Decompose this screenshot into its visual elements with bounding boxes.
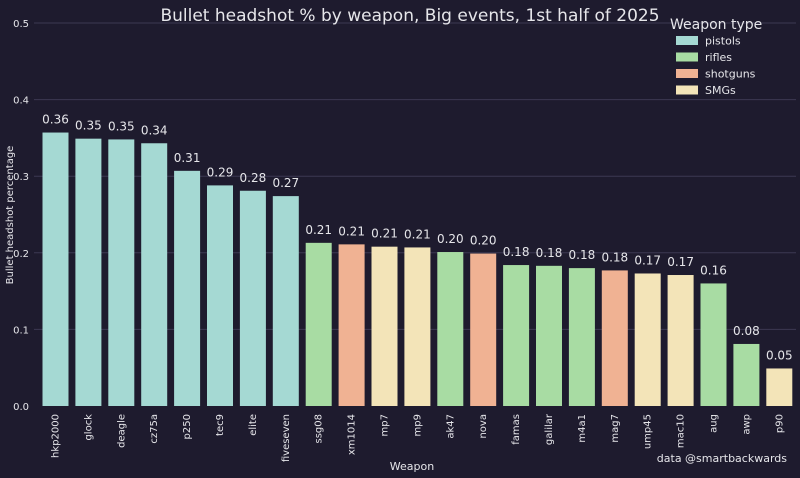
x-tick-label: aug	[709, 414, 720, 433]
bars	[42, 132, 793, 406]
bar-value-label: 0.05	[766, 348, 793, 362]
bar	[766, 368, 793, 406]
y-axis: 0.0 0.1 0.2 0.3 0.4 0.5	[13, 19, 29, 413]
x-tick-label: mac10	[676, 414, 687, 448]
x-tick-label: hkp2000	[51, 414, 62, 458]
x-tick-label: mp7	[380, 414, 391, 436]
bar	[42, 132, 69, 406]
bar	[733, 343, 760, 406]
x-tick-label: fiveseven	[281, 414, 292, 462]
bar-value-label: 0.27	[272, 176, 299, 190]
legend-title: Weapon type	[670, 17, 762, 33]
y-tick-label: 0.0	[13, 402, 29, 413]
bar-value-label: 0.36	[42, 113, 69, 127]
bar-value-label: 0.18	[503, 245, 530, 259]
y-tick-label: 0.1	[13, 325, 29, 336]
bar-value-label: 0.18	[536, 246, 563, 260]
bar	[174, 170, 201, 406]
x-tick-label: deagle	[116, 414, 127, 448]
bar-value-label: 0.20	[437, 232, 464, 246]
bar-value-label: 0.35	[75, 119, 102, 133]
x-tick-label: galilar	[544, 413, 555, 445]
bar-value-label: 0.21	[371, 227, 398, 241]
legend-swatch	[676, 85, 698, 95]
x-tick-label: awp	[741, 414, 752, 435]
bar	[536, 265, 562, 406]
bar-value-label: 0.28	[240, 171, 267, 185]
bar	[601, 270, 628, 406]
bar-value-label: 0.18	[569, 248, 596, 262]
x-tick-label: famas	[511, 414, 522, 445]
x-tick-label: xm1014	[347, 414, 358, 455]
bar-value-label: 0.17	[667, 255, 694, 269]
bar	[108, 139, 135, 406]
bar	[207, 185, 233, 406]
bar	[141, 143, 168, 406]
y-tick-label: 0.5	[13, 19, 29, 30]
legend-entry: SMGs	[705, 84, 736, 97]
bar-value-label: 0.08	[733, 324, 760, 338]
bar-value-label: 0.21	[338, 224, 365, 238]
x-tick-label: m4a1	[577, 414, 588, 443]
x-tick-label: ssg08	[314, 414, 325, 444]
x-tick-label: mp9	[412, 414, 423, 436]
bar	[568, 268, 595, 406]
bar-value-label: 0.34	[141, 123, 168, 137]
bar-value-label: 0.21	[305, 223, 332, 237]
x-tick-label: ump45	[643, 414, 654, 449]
legend-entry: pistols	[705, 35, 741, 48]
bar-value-label: 0.17	[634, 253, 661, 267]
bar-value-label: 0.35	[108, 119, 135, 133]
bar-value-label: 0.21	[404, 227, 431, 241]
bar	[404, 247, 431, 406]
x-axis: hkp2000 glock deagle cz75a p250 tec9 elite five…	[51, 413, 786, 462]
x-tick-label: ak47	[445, 414, 456, 439]
data-credit: data @smartbackwards	[657, 452, 787, 465]
legend-swatch	[676, 69, 698, 78]
legend-entry: rifles	[705, 51, 732, 64]
y-tick-label: 0.3	[13, 172, 29, 183]
legend-swatch	[676, 52, 698, 62]
bar	[239, 190, 266, 406]
bar	[305, 242, 332, 406]
bar-value-label: 0.31	[174, 151, 201, 165]
y-axis-label: Bullet headshot percentage	[5, 146, 16, 285]
bar	[338, 244, 365, 406]
bar	[371, 246, 398, 406]
bar-value-label: 0.16	[700, 263, 727, 277]
x-tick-label: glock	[83, 414, 94, 441]
legend: Weapon type pistols rifles shotguns SMGs	[670, 17, 762, 97]
x-tick-label: p90	[774, 414, 785, 433]
bar	[75, 138, 102, 406]
bar-value-labels: 0.36 0.35 0.35 0.34 0.31 0.29 0.28 0.27 0.21 0.21…	[42, 113, 793, 363]
x-tick-label: cz75a	[149, 414, 160, 444]
x-tick-label: mag7	[610, 414, 621, 443]
bar-value-label: 0.29	[207, 165, 234, 179]
bar	[700, 283, 727, 406]
legend-entry: shotguns	[705, 68, 756, 81]
chart-title: Bullet headshot % by weapon, Big events,…	[160, 6, 659, 26]
x-tick-label: tec9	[215, 414, 226, 436]
x-tick-label: elite	[248, 414, 259, 436]
bar-value-label: 0.20	[470, 234, 497, 248]
y-tick-label: 0.2	[13, 249, 29, 260]
bar	[470, 253, 497, 406]
bar	[634, 273, 661, 406]
x-tick-label: nova	[478, 414, 489, 439]
bar	[503, 265, 530, 406]
bar	[437, 252, 464, 406]
bar	[272, 196, 299, 406]
bar	[667, 275, 694, 406]
x-axis-label: Weapon	[390, 460, 434, 473]
y-tick-label: 0.4	[13, 96, 29, 107]
legend-swatch	[676, 36, 698, 45]
bar-value-label: 0.18	[601, 250, 628, 264]
x-tick-label: p250	[182, 414, 193, 439]
